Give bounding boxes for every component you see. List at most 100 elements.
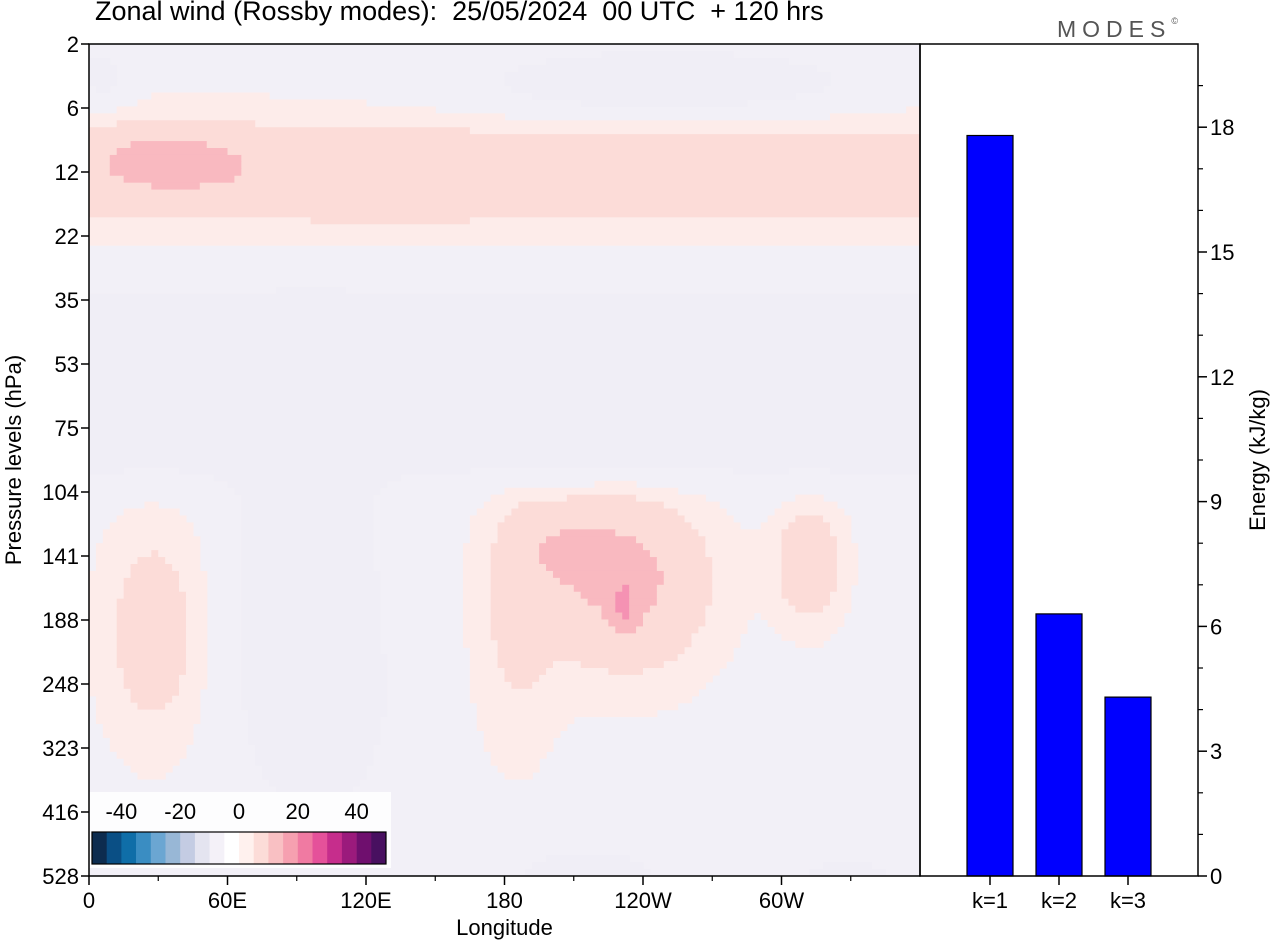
colorbar-swatch (194, 832, 210, 864)
heatmap-cell (248, 723, 381, 731)
heatmap-cell (539, 543, 644, 551)
heatmap-cell (823, 605, 852, 614)
heatmap-cell (539, 550, 651, 558)
y-tick-label: 35 (55, 288, 79, 313)
colorbar-swatch (92, 832, 107, 864)
y-axis-label: Pressure levels (hPa) (1, 355, 26, 565)
heatmap-cell (89, 182, 152, 191)
heatmap-cell (116, 626, 187, 634)
heatmap-cell (462, 633, 492, 641)
heatmap-cell (829, 529, 852, 537)
heatmap-cell (89, 307, 920, 315)
heatmap-cell (241, 584, 381, 593)
heatmap-cell (89, 598, 118, 607)
heatmap-cell (185, 633, 208, 641)
heatmap-cell (836, 550, 859, 558)
heatmap-cell (504, 772, 533, 780)
heatmap-cell (490, 591, 582, 600)
heatmap-cell (241, 681, 388, 690)
heatmap-cell (552, 661, 582, 669)
heatmap-cell (490, 626, 616, 634)
heatmap-cell (781, 557, 838, 565)
heatmap-cell (504, 487, 679, 496)
heatmap-cell (130, 765, 173, 773)
x-axis-label: Longitude (456, 915, 553, 940)
heatmap-cell (532, 862, 644, 870)
heatmap-cell (185, 619, 208, 627)
heatmap-cell (116, 647, 187, 655)
energy-axis: 0 3 6 9 12 15 18 Energy (kJ/kg) (1198, 84, 1270, 889)
heatmap-cell (248, 730, 381, 738)
heatmap-cell (795, 605, 824, 614)
energy-tick-label: 6 (1210, 614, 1222, 639)
heatmap-cell (733, 466, 790, 475)
heatmap-cell (476, 723, 568, 731)
heatmap-cell (185, 647, 208, 655)
heatmap-cell (490, 758, 540, 766)
heatmap-cell (615, 605, 630, 614)
heatmap-cell (109, 522, 194, 530)
heatmap-cell (137, 702, 166, 711)
x-tick-label: 60E (208, 888, 247, 913)
heatmap-cell (185, 605, 208, 614)
heatmap-cell (89, 342, 920, 350)
heatmap-cell (89, 661, 118, 669)
heatmap-cell (89, 668, 125, 676)
heatmap-cell (836, 536, 852, 544)
heatmap-cell (185, 626, 208, 634)
heatmap-cell (705, 612, 755, 621)
heatmap-cell (241, 168, 920, 177)
colorbar-swatch (356, 832, 372, 864)
heatmap-cell (836, 570, 859, 579)
heatmap-cell (89, 654, 118, 662)
heatmap-cell (89, 681, 125, 690)
y-tick-label: 12 (55, 160, 79, 185)
heatmap-cell (185, 654, 208, 662)
heatmap-cell (241, 674, 388, 683)
heatmap-cell (490, 751, 547, 759)
heatmap-cell (462, 584, 492, 593)
heatmap-cell (109, 161, 242, 170)
heatmap-cell (89, 154, 111, 163)
energy-tick-label: 12 (1210, 365, 1234, 390)
bar-chart-frame (919, 43, 1199, 877)
y-tick-label: 53 (55, 352, 79, 377)
heatmap-cell (310, 217, 471, 225)
heatmap-cell (89, 175, 125, 184)
heatmap-cell (234, 175, 920, 184)
heatmap-cell (241, 612, 381, 621)
heatmap-cell (649, 605, 706, 614)
heatmap-cell (663, 577, 713, 586)
heatmap-cell (497, 536, 547, 544)
heatmap-cell (601, 50, 734, 59)
heatmap-cell (89, 300, 920, 309)
heatmap-cell (179, 674, 208, 683)
heatmap-cell (490, 494, 568, 503)
heatmap-cell (234, 487, 381, 496)
logo-text: MODES (1057, 16, 1172, 42)
heatmap-cell (462, 612, 492, 621)
heatmap-cell (172, 695, 201, 704)
heatmap-cell (594, 480, 637, 489)
heatmap-cell (89, 64, 118, 73)
heatmap-cell (89, 640, 118, 648)
heatmap-cell (490, 557, 540, 565)
colorbar-swatch (253, 832, 269, 864)
modes-logo: MODES© (1057, 16, 1178, 43)
x-tick-label: 120W (614, 888, 672, 913)
heatmap-cell (89, 120, 118, 128)
colorbar-swatch (150, 832, 166, 864)
heatmap-cell (89, 418, 920, 426)
heatmap-cell (89, 168, 111, 177)
heatmap-cell (462, 577, 492, 586)
heatmap-cell (89, 453, 920, 461)
heatmap-cell (241, 619, 381, 627)
heatmap-cell (89, 238, 920, 246)
heatmap-cell (89, 383, 920, 392)
heatmap-cell (89, 376, 920, 385)
heatmap-cell (116, 654, 187, 662)
heatmap-cell (781, 584, 838, 593)
heatmap-cell (469, 681, 513, 690)
heatmap-cell (89, 71, 118, 80)
heatmap-cell (490, 564, 547, 572)
